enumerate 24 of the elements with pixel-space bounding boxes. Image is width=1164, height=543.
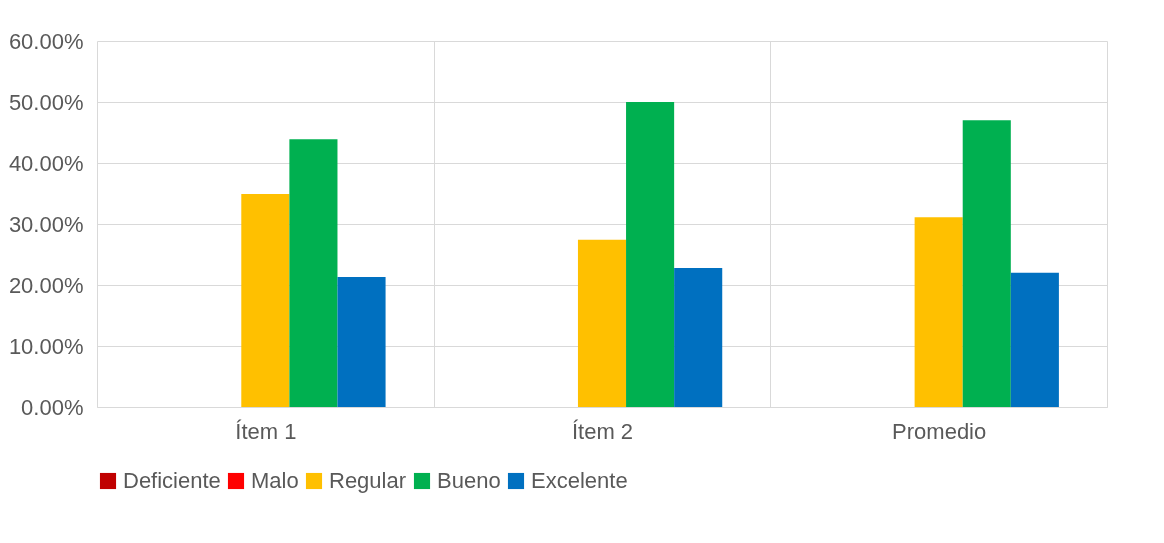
bar: [962, 120, 1011, 407]
legend-label: Bueno: [437, 468, 501, 493]
legend-label: Excelente: [531, 468, 628, 493]
y-tick-label: 20.00%: [8, 272, 84, 298]
bar: [1010, 272, 1059, 407]
y-tick-label: 30.00%: [8, 211, 84, 237]
legend-label: Regular: [329, 468, 407, 493]
legend-label: Deficiente: [123, 468, 221, 493]
y-tick-label: 0.00%: [21, 394, 84, 420]
x-tick-label: Promedio: [892, 418, 987, 444]
bar: [337, 277, 386, 407]
y-tick-label: 60.00%: [8, 28, 84, 54]
bar: [674, 267, 723, 407]
x-tick-label: Ítem 2: [571, 418, 634, 444]
legend-label: Malo: [251, 468, 299, 493]
bar: [289, 139, 338, 407]
bar: [914, 217, 963, 407]
bar: [241, 194, 290, 407]
bar: [626, 102, 675, 407]
y-tick-label: 50.00%: [8, 89, 84, 115]
x-tick-label: Ítem 1: [235, 418, 297, 444]
y-tick-label: 40.00%: [8, 150, 84, 176]
y-tick-label: 10.00%: [8, 333, 84, 359]
bar: [577, 239, 627, 407]
